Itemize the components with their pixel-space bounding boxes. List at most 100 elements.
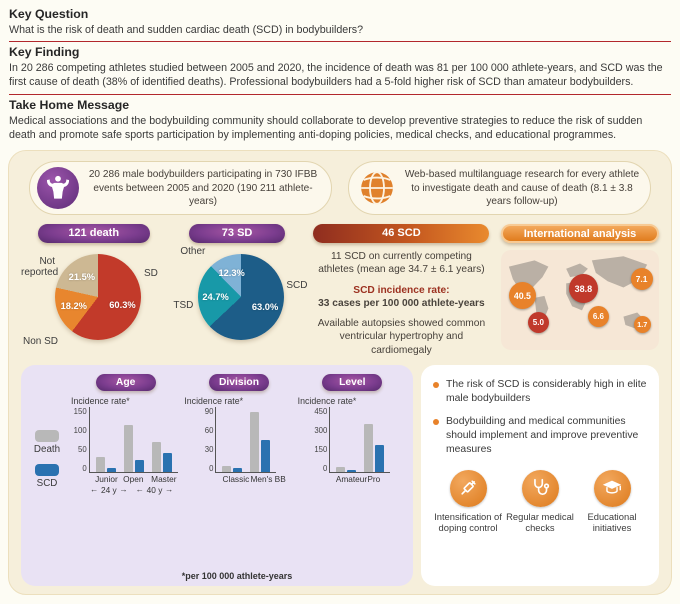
legend-item-scd: SCD (35, 463, 59, 489)
bar-charts: Death SCD Age Incidence rate* 150 100 50 0 (25, 373, 409, 569)
death-bar (151, 441, 161, 472)
stethoscope-icon (521, 469, 559, 507)
map-value-dot: 6.6 (587, 306, 609, 328)
athletes-badge: 20 286 male bodybuilders participating i… (29, 161, 332, 216)
death-bar (336, 466, 346, 472)
map-value-dot: 40.5 (508, 282, 536, 310)
y-ticks: 90 60 30 0 (201, 407, 215, 473)
y-ticks: 450 300 150 0 (314, 407, 329, 473)
level-chart-title: Level (322, 373, 383, 391)
bar-group (95, 456, 116, 472)
action-education: Educational initiatives (577, 469, 647, 535)
bar-group (364, 423, 385, 472)
x-category-label: Junior (95, 473, 118, 484)
age-bar-chart: Age Incidence rate* 150 100 50 0 Junior Open… (69, 373, 182, 569)
y-tick-label: 150 (73, 406, 87, 416)
pie-percent-label: 60.3% (109, 300, 136, 311)
x-category-label: Men's BB (250, 473, 286, 484)
death-pie-title: 121 death (37, 224, 150, 244)
scd-swatch (35, 463, 59, 476)
syringe-icon (449, 469, 487, 507)
summary-sections: Key Question What is the risk of death a… (0, 0, 680, 146)
y-tick-label: 60 (204, 425, 214, 435)
scd-bar (134, 459, 144, 472)
takeaway-bullet: The risk of SCD is considerably high in … (433, 378, 647, 405)
method-badge: Web-based multilanguage research for eve… (348, 161, 651, 216)
divider (9, 41, 671, 43)
x-category-label: Pro (367, 473, 381, 484)
y-ticks: 150 100 50 0 (74, 407, 89, 473)
bar-group (336, 466, 357, 472)
y-axis-label: Incidence rate* (71, 395, 130, 406)
map-value-dot: 38.8 (568, 274, 598, 304)
scd-facts-block: 46 SCD 11 SCD on currently competing ath… (308, 224, 495, 357)
key-question-title: Key Question (9, 7, 89, 21)
scd-bar (106, 467, 116, 472)
method-badge-text: Web-based multilanguage research for eve… (404, 169, 640, 207)
division-chart-title: Division (208, 373, 270, 391)
x-category-label: Amateur (335, 473, 368, 484)
pie-percent-label: 21.5% (68, 272, 96, 283)
pie-slice-label: SCD (286, 280, 308, 292)
scd-bar (233, 467, 243, 472)
x-labels: Classic Men's BB (216, 473, 286, 484)
preventive-actions: Intensification of doping control Regula… (433, 469, 647, 535)
y-tick-label: 0 (82, 463, 87, 473)
y-tick-label: 100 (73, 425, 87, 435)
take-home-title: Take Home Message (9, 97, 130, 112)
key-question-text: What is the risk of death and sudden car… (9, 24, 364, 36)
results-row: 121 death 60.3% 18.2% 21.5% Not reported S… (21, 224, 659, 357)
y-tick-label: 150 (314, 444, 328, 454)
sd-pie-title: 73 SD (189, 224, 286, 244)
pie-percent-label: 24.7% (202, 291, 229, 302)
scd-bar (375, 444, 385, 472)
chart-footnote: *per 100 000 athlete-years (181, 571, 293, 581)
infographic-panel: 20 286 male bodybuilders participating i… (8, 150, 672, 595)
globe-icon (356, 167, 398, 209)
age-annotations: 24 y 40 y (90, 484, 173, 498)
bar-group (123, 424, 144, 472)
chart-legend: Death SCD (25, 374, 69, 569)
takeaway-text: The risk of SCD is considerably high in … (446, 378, 647, 404)
y-tick-label: 30 (204, 444, 214, 454)
bullet-dot (433, 419, 439, 426)
scd-facts-text: 11 SCD on currently competing athletes (… (308, 250, 495, 357)
level-bar-chart: Level Incidence rate* 450 300 150 0 Amateur… (296, 373, 409, 569)
action-doping-control: Intensification of doping control (433, 469, 503, 535)
x-category-label: Open (123, 473, 144, 484)
scd-bar (261, 439, 271, 472)
key-finding-title: Key Finding (9, 45, 80, 60)
plot-area (88, 406, 178, 473)
action-label: Regular medical checks (506, 510, 574, 534)
map-value-dot: 1.7 (633, 316, 651, 334)
x-labels: Amateur Pro (330, 473, 390, 484)
international-block: International analysis 40.5 38.8 (501, 224, 659, 357)
pie-slice-label: Not reported (21, 256, 59, 279)
y-tick-label: 0 (209, 463, 214, 473)
world-map-panel: 40.5 38.8 7.1 6.6 5.0 1.7 (501, 250, 659, 351)
bar-group (222, 465, 243, 472)
death-swatch (35, 429, 59, 442)
scd-bar (347, 469, 357, 472)
death-pie-block: 121 death 60.3% 18.2% 21.5% Not reported S… (21, 224, 166, 357)
division-bar-chart: Division Incidence rate* 90 60 30 0 Classic… (182, 373, 295, 569)
take-home-text: Medical associations and the bodybuildin… (9, 114, 643, 141)
scd-rate-value: 33 cases per 100 000 athlete-years (318, 297, 485, 309)
death-pie-chart: 60.3% 18.2% 21.5% (55, 254, 141, 341)
bullet-dot (433, 381, 439, 388)
scd-competing-text: 11 SCD on currently competing athletes (… (318, 251, 485, 276)
divider (9, 93, 671, 95)
scd-facts-title: 46 SCD (313, 224, 490, 244)
y-tick-label: 450 (314, 406, 328, 416)
pie-slice-label: Non SD (23, 336, 59, 348)
legend-label: Death (33, 443, 61, 455)
scd-autopsy-text: Available autopsies showed common ventri… (317, 318, 486, 356)
x-labels: Junior Open Master (89, 473, 177, 484)
death-bar (364, 423, 374, 472)
y-axis-label: Incidence rate* (297, 395, 357, 406)
death-bar (222, 465, 232, 472)
map-value-dot: 5.0 (527, 312, 549, 334)
x-category-label: Master (151, 473, 177, 484)
pie-percent-label: 18.2% (60, 301, 87, 312)
y-axis-label: Incidence rate* (184, 395, 244, 406)
